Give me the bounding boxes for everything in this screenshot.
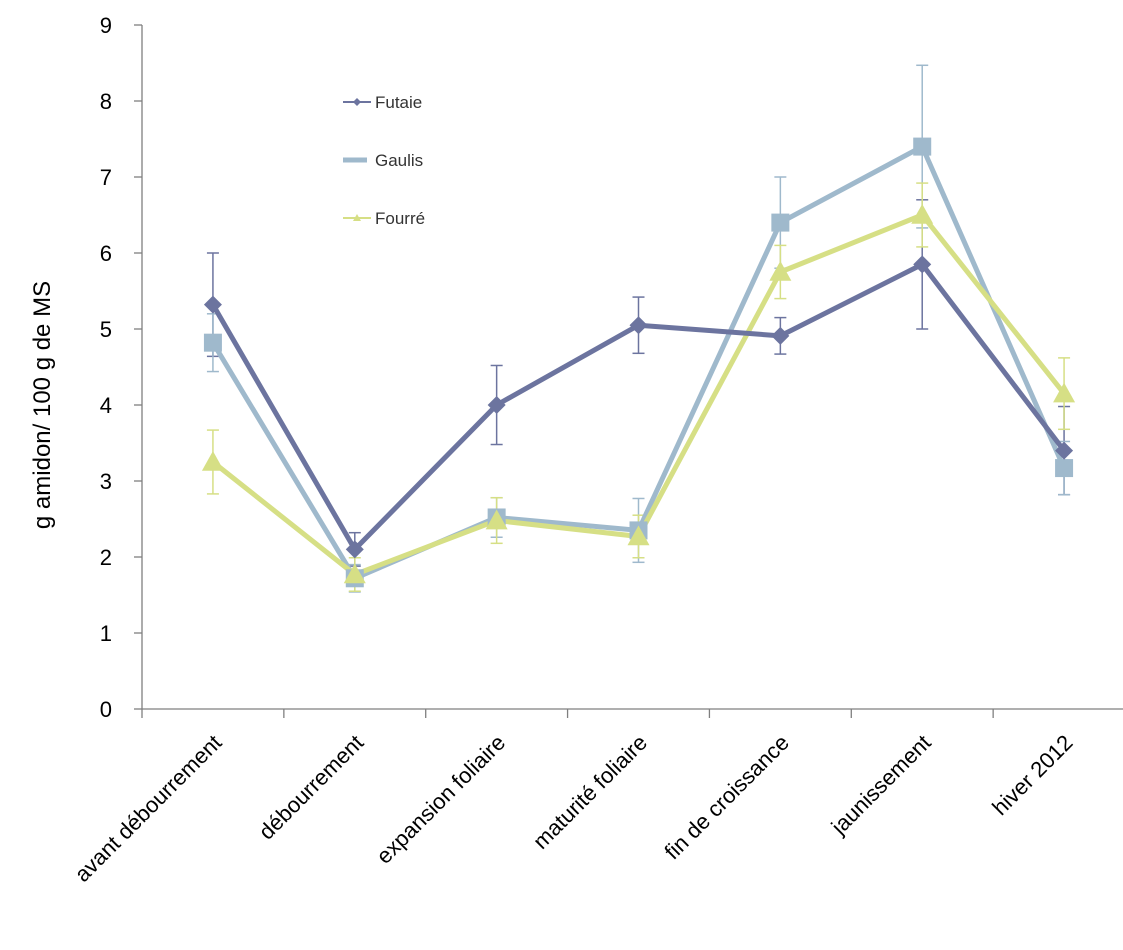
y-tick-label: 9 (100, 13, 112, 38)
data-point-futaie (203, 295, 222, 314)
data-point-gaulis (913, 137, 932, 156)
data-point-gaulis (1055, 459, 1074, 478)
data-point-futaie (629, 316, 648, 335)
data-point-futaie (1055, 441, 1074, 460)
data-point-futaie (913, 255, 932, 274)
x-tick-label: jaunissement (826, 730, 936, 840)
legend-label-fourré: Fourré (375, 209, 425, 228)
data-point-fourré (1053, 382, 1076, 403)
x-tick-label: hiver 2012 (987, 730, 1077, 820)
data-point-futaie (487, 396, 506, 414)
series-markers (201, 137, 1076, 588)
y-tick-label: 0 (100, 697, 112, 722)
data-point-fourré (343, 563, 366, 584)
y-tick-label: 1 (100, 621, 112, 646)
y-tick-label: 6 (100, 241, 112, 266)
data-point-fourré (201, 451, 224, 471)
axes: 0 1 2 3 4 5 6 7 8 9 avant débourrement débourrement… (70, 13, 1123, 887)
y-tick-label: 3 (100, 469, 112, 494)
data-point-fourré (627, 525, 650, 546)
x-tick-label: expansion foliaire (371, 730, 510, 869)
data-point-gaulis (203, 333, 222, 352)
y-tick-label: 8 (100, 89, 112, 114)
x-tick-label: avant débourrement (70, 730, 227, 887)
data-point-futaie (771, 326, 790, 345)
y-tick-label: 7 (100, 165, 112, 190)
x-tick-label: maturité foliaire (528, 730, 652, 854)
data-point-futaie (345, 540, 364, 559)
data-point-fourré (485, 509, 508, 530)
data-point-fourré (911, 204, 934, 224)
x-tick-label: débourrement (254, 730, 369, 845)
x-tick-label: fin de croissance (659, 730, 793, 864)
legend-marker-fourré (353, 214, 361, 221)
y-tick-label: 2 (100, 545, 112, 570)
data-point-fourré (769, 261, 792, 281)
data-point-gaulis (771, 213, 790, 232)
y-tick-label: 4 (100, 393, 112, 418)
legend-label-futaie: Futaie (375, 93, 422, 112)
legend-label-gaulis: Gaulis (375, 151, 423, 170)
legend-marker-futaie (353, 98, 361, 106)
y-axis-title: g amidon/ 100 g de MS (29, 281, 56, 529)
y-tick-label: 5 (100, 317, 112, 342)
legend: Futaie Gaulis Fourré (343, 93, 425, 228)
